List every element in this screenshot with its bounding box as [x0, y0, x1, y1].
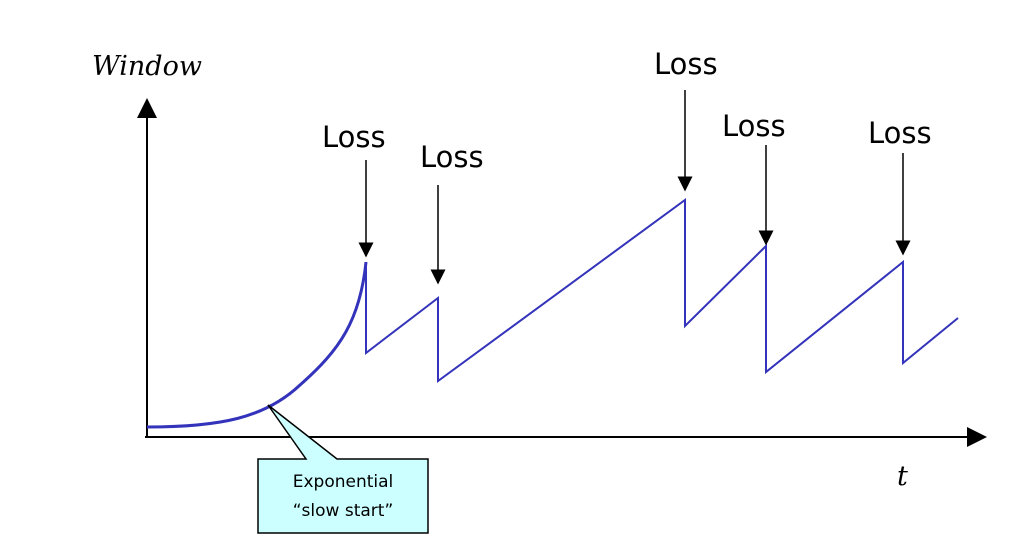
loss-label: Loss — [322, 120, 386, 154]
loss-label: Loss — [868, 116, 932, 150]
loss-label: Loss — [722, 109, 786, 143]
callout-line-1: Exponential — [293, 472, 394, 492]
congestion-window-sawtooth — [365, 198, 959, 383]
loss-marker-2: Loss — [420, 140, 484, 285]
x-axis-label: t — [897, 461, 908, 492]
callout-bubble — [257, 404, 429, 534]
loss-label: Loss — [654, 47, 718, 81]
callout-line-2: “slow start” — [293, 501, 394, 521]
loss-marker-3: Loss — [654, 47, 718, 192]
slow-start-curve — [146, 261, 368, 429]
y-axis-label: Window — [92, 51, 202, 82]
slow-start-callout: Exponential “slow start” — [257, 404, 429, 534]
loss-marker-5: Loss — [868, 116, 932, 256]
loss-marker-4: Loss — [722, 109, 786, 246]
loss-marker-1: Loss — [322, 120, 386, 258]
loss-label: Loss — [420, 140, 484, 174]
